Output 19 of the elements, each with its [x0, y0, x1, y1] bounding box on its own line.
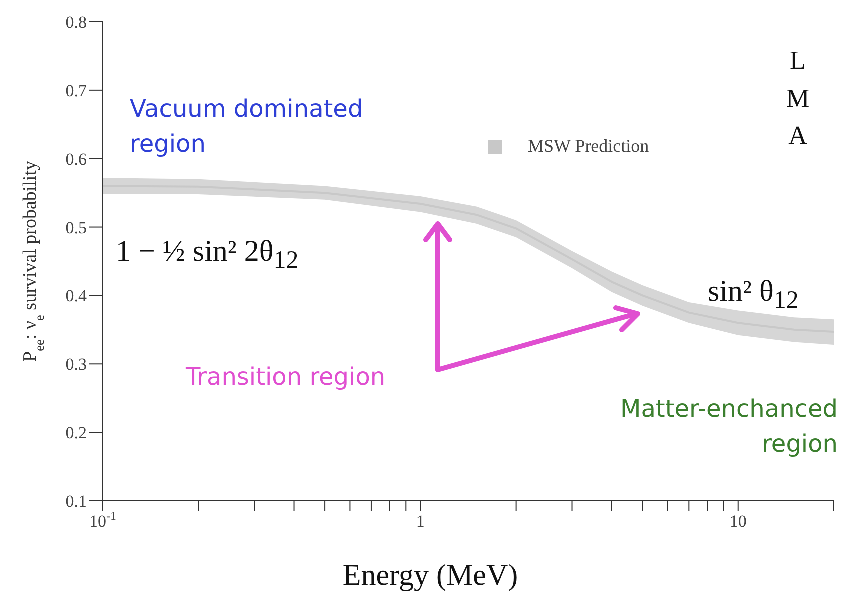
y-tick-label: 0.5 [66, 218, 87, 238]
annotation: Transition region [186, 362, 387, 393]
x-axis-title: Energy (MeV) [342, 559, 518, 592]
x-tick-label: 10$^{-1}$ [90, 509, 117, 531]
annotation: L M A [785, 45, 811, 152]
y-tick-label: 0.4 [66, 286, 88, 306]
annotation: sin² θ$_{12}$ [708, 274, 800, 316]
legend-label: MSW Prediction [528, 136, 650, 157]
y-tick-label: 0.7 [66, 81, 88, 100]
annotation: Matter-enchanced region [620, 394, 838, 460]
y-tick-label: 0.6 [66, 150, 87, 169]
y-tick-label: 0.3 [66, 355, 87, 374]
y-tick-label: 0.8 [66, 13, 87, 32]
y-tick-label: 0.2 [66, 424, 87, 443]
annotation: 1 − ½ sin² 2θ$_{12}$ [116, 234, 300, 276]
x-tick-label: 1 [416, 512, 425, 531]
annotation: Vacuum dominated region [130, 94, 364, 160]
x-tick-label: 10 [730, 512, 747, 531]
y-tick-label: 0.1 [66, 492, 87, 511]
